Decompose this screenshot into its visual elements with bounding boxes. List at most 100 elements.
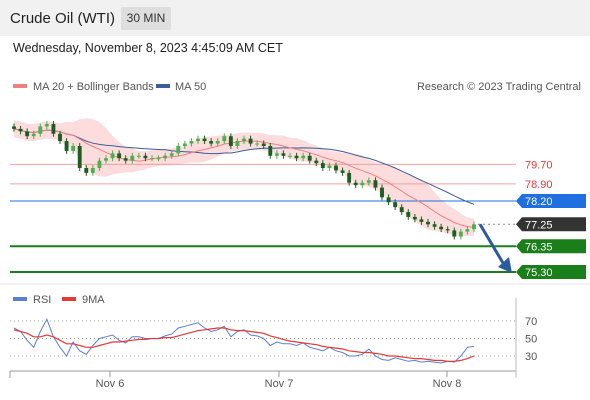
x-tick-label: Nov 8 [433,378,462,390]
level-label: 79.70 [525,159,553,171]
candle-body [399,207,404,213]
candle-body [393,202,398,208]
candle-body [209,141,214,144]
candle-body [327,165,332,169]
candle-body [242,138,246,142]
candle-body [104,158,108,161]
level-tag-pivot: 78.20 [516,194,586,209]
ma20-legend-swatch [13,84,27,88]
level-label: 77.25 [525,219,553,231]
candle-body [386,197,391,203]
candle-body [31,133,36,137]
candle-body [248,138,253,144]
candle-body [51,123,56,134]
candle-body [373,180,378,188]
candle-body [412,216,417,220]
candle-body [150,158,154,160]
candle-body [90,168,95,173]
ma50-legend-swatch [156,84,170,88]
forecast-arrow [478,223,512,273]
candle-body [314,160,319,164]
candle-body [202,138,207,142]
ma20-legend-label: MA 20 + Bollinger Bands [33,81,154,93]
candle-body [360,182,365,186]
candle-body [110,153,115,159]
rsi-lines [13,318,475,364]
candle-body [334,165,338,171]
candle-body [64,141,69,151]
level-label: 78.90 [525,179,553,191]
rsi-ma-line [13,327,475,362]
rsi-y-ticks: 70 50 30 [525,316,537,363]
x-tick-label: Nov 6 [96,378,125,390]
candle-body [347,172,352,183]
level-labels: 79.70 78.90 78.20 77.25 76.35 75.30 [516,159,586,279]
candle-body [255,143,260,145]
ma50-legend-label: MA 50 [175,81,206,93]
candle-body [44,123,49,127]
candle-body [228,136,233,146]
rsi-ma-legend-label: 9MA [82,294,105,306]
forecast-arrow-shaft [478,223,505,264]
candle-body [123,158,128,161]
candle-body [18,128,23,132]
ma50-series [13,128,475,205]
level-label: 76.35 [525,241,553,253]
candle-body [84,168,89,173]
candle-body [307,155,312,161]
rsi-tick-label: 30 [525,351,537,363]
candle-body [97,160,102,169]
candle-body [445,229,450,231]
candle-body [143,155,148,159]
rsi-legend-swatch [13,297,27,301]
candle-body [196,138,200,142]
candle-body [320,163,325,169]
level-tag-support: 76.35 [516,239,586,254]
candle-body [432,224,437,227]
candle-body [176,145,181,154]
candle-body [366,180,371,183]
candle-body [465,229,470,232]
level-tag-current: 77.25 [516,217,586,232]
level-tag-support: 75.30 [516,264,586,279]
candle-body [274,153,279,156]
rsi-tick-label: 50 [525,334,537,346]
candle-body [182,143,187,146]
candle-body [268,145,273,156]
source-credit: Research © 2023 Trading Central [417,81,581,93]
candle-body [222,136,227,142]
rsi-ma-legend-swatch [62,297,76,301]
x-tick-label: Nov 7 [265,378,294,390]
candle-body [380,187,384,198]
candle-body [156,158,161,160]
rsi-line [13,318,475,364]
candle-body [458,231,463,237]
candle-body [169,153,174,156]
candle-body [288,155,292,157]
candle-body [353,182,358,186]
candle-body [215,141,220,144]
candle-body [130,155,135,161]
candle-body [58,133,62,142]
candles [12,121,476,240]
level-label: 78.20 [525,196,553,208]
candle-body [77,145,82,169]
rsi-tick-label: 70 [525,316,537,328]
candle-body [136,155,141,157]
interval-badge[interactable]: 30 MIN [121,7,171,30]
candle-body [12,126,16,129]
candle-body [406,212,411,217]
candle-body [38,126,43,134]
rsi-legend-label: RSI [33,294,51,306]
candle-body [163,155,168,159]
ma50-line [13,128,475,205]
forecast-arrow-head [498,256,512,273]
price-levels [10,163,516,273]
x-ticks: Nov 6 Nov 7 Nov 8 [96,371,462,390]
candle-body [340,170,345,173]
candle-body [426,221,430,225]
candle-body [261,143,266,146]
level-label: 75.30 [525,267,553,279]
candle-body [189,141,194,144]
